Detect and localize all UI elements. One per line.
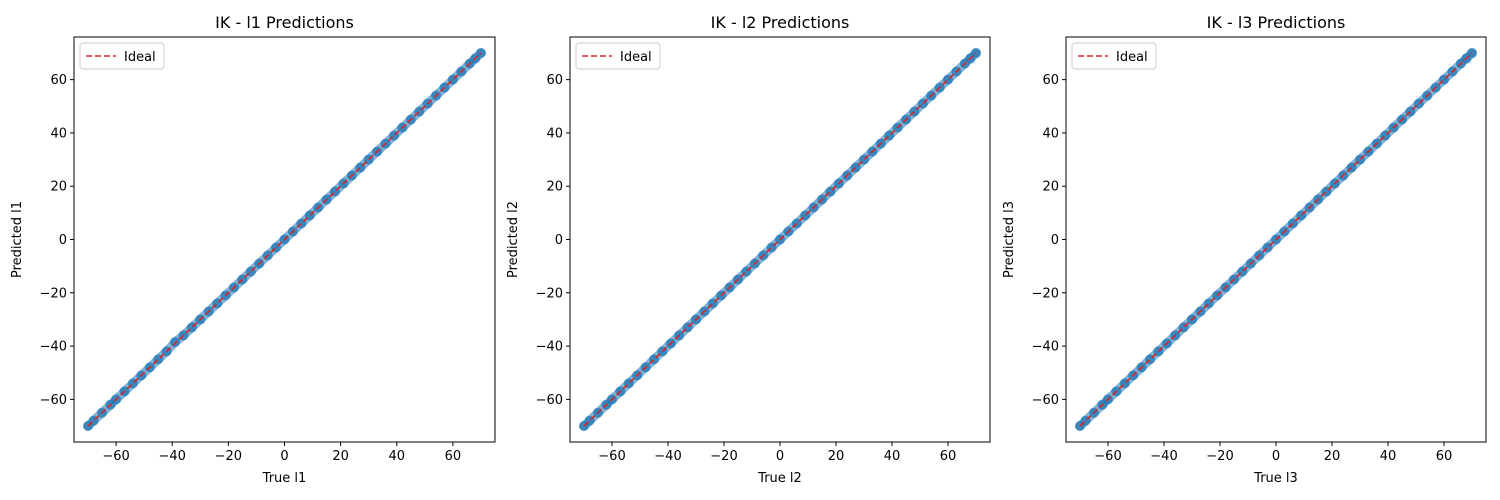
y-tick-label: −60 <box>40 393 67 408</box>
y-axis-label: Predicted l1 <box>10 201 25 278</box>
x-tick-label: 60 <box>940 449 957 464</box>
y-tick-label: −20 <box>1032 286 1059 301</box>
ideal-line <box>583 52 977 427</box>
x-tick-label: −60 <box>1094 449 1121 464</box>
chart-panel-1: −60 −40 −20 0 20 40 60 −60 −40 −20 0 20 40 60 IK - l1 … <box>10 13 496 486</box>
legend-box <box>1071 42 1157 70</box>
x-tick-label: −40 <box>1150 449 1177 464</box>
ideal-line <box>87 52 482 427</box>
x-tick-label: −40 <box>159 449 186 464</box>
x-axis-label: True l2 <box>757 471 802 486</box>
y-tick-label: 40 <box>50 126 67 141</box>
scatter-point <box>475 47 486 58</box>
y-tick-label: 20 <box>50 180 67 195</box>
y-tick-label: 0 <box>1051 233 1059 248</box>
legend-label: Ideal <box>124 50 156 65</box>
y-tick-label: 60 <box>546 73 563 88</box>
y-tick-label: −60 <box>536 393 563 408</box>
chart-title: IK - l1 Predictions <box>215 13 354 32</box>
ideal-line <box>1079 52 1473 427</box>
y-axis-label: Predicted l2 <box>506 201 521 278</box>
plot-area <box>83 47 486 432</box>
scatter-point <box>1467 47 1477 58</box>
y-tick-label: −40 <box>40 340 67 355</box>
x-tick-label: 40 <box>884 449 901 464</box>
y-tick-label: −60 <box>1032 393 1059 408</box>
y-tick-label: 20 <box>546 180 563 195</box>
x-tick-label: −60 <box>102 449 129 464</box>
y-tick-label: −20 <box>40 286 67 301</box>
chart-title: IK - l3 Predictions <box>1207 13 1346 32</box>
legend-box <box>79 42 165 70</box>
legend: Ideal <box>1071 42 1157 70</box>
legend-label: Ideal <box>1116 50 1148 65</box>
legend-label: Ideal <box>620 50 652 65</box>
x-tick-label: −20 <box>215 449 242 464</box>
x-tick-label: −60 <box>598 449 625 464</box>
x-axis-label: True l3 <box>1253 471 1298 486</box>
y-tick-label: 60 <box>1042 73 1059 88</box>
x-tick-label: 0 <box>280 449 288 464</box>
x-tick-label: 20 <box>828 449 845 464</box>
chart-panel-2: −60 −40 −20 0 20 40 60 −60 −40 −20 0 20 40 60 IK - l2 … <box>506 13 991 486</box>
plot-area <box>1075 47 1477 432</box>
chart-title: IK - l2 Predictions <box>711 13 850 32</box>
y-tick-label: −40 <box>1032 340 1059 355</box>
x-tick-label: −40 <box>654 449 681 464</box>
legend: Ideal <box>575 42 661 70</box>
y-tick-label: 40 <box>546 126 563 141</box>
y-tick-label: 0 <box>59 233 67 248</box>
x-tick-label: 40 <box>1380 449 1397 464</box>
x-tick-label: 40 <box>388 449 405 464</box>
scatter-point <box>170 337 181 348</box>
x-tick-label: 0 <box>776 449 784 464</box>
y-tick-label: 40 <box>1042 126 1059 141</box>
legend: Ideal <box>79 42 165 70</box>
y-tick-label: 0 <box>555 233 563 248</box>
chart-panel-3: −60 −40 −20 0 20 40 60 −60 −40 −20 0 20 40 60 IK - l3 … <box>1002 13 1487 486</box>
x-axis-label: True l1 <box>262 471 307 486</box>
x-tick-label: −20 <box>710 449 737 464</box>
x-tick-label: −20 <box>1206 449 1233 464</box>
x-tick-label: 20 <box>332 449 349 464</box>
y-tick-label: −40 <box>536 340 563 355</box>
y-tick-label: −20 <box>536 286 563 301</box>
plot-area <box>579 47 981 432</box>
y-tick-label: 20 <box>1042 180 1059 195</box>
x-tick-label: 60 <box>1436 449 1453 464</box>
y-axis-label: Predicted l3 <box>1002 201 1017 278</box>
x-tick-label: 20 <box>1324 449 1341 464</box>
legend-box <box>575 42 661 70</box>
y-tick-label: 60 <box>50 73 67 88</box>
scatter-point <box>971 47 981 58</box>
x-tick-label: 0 <box>1272 449 1280 464</box>
x-tick-label: 60 <box>445 449 462 464</box>
